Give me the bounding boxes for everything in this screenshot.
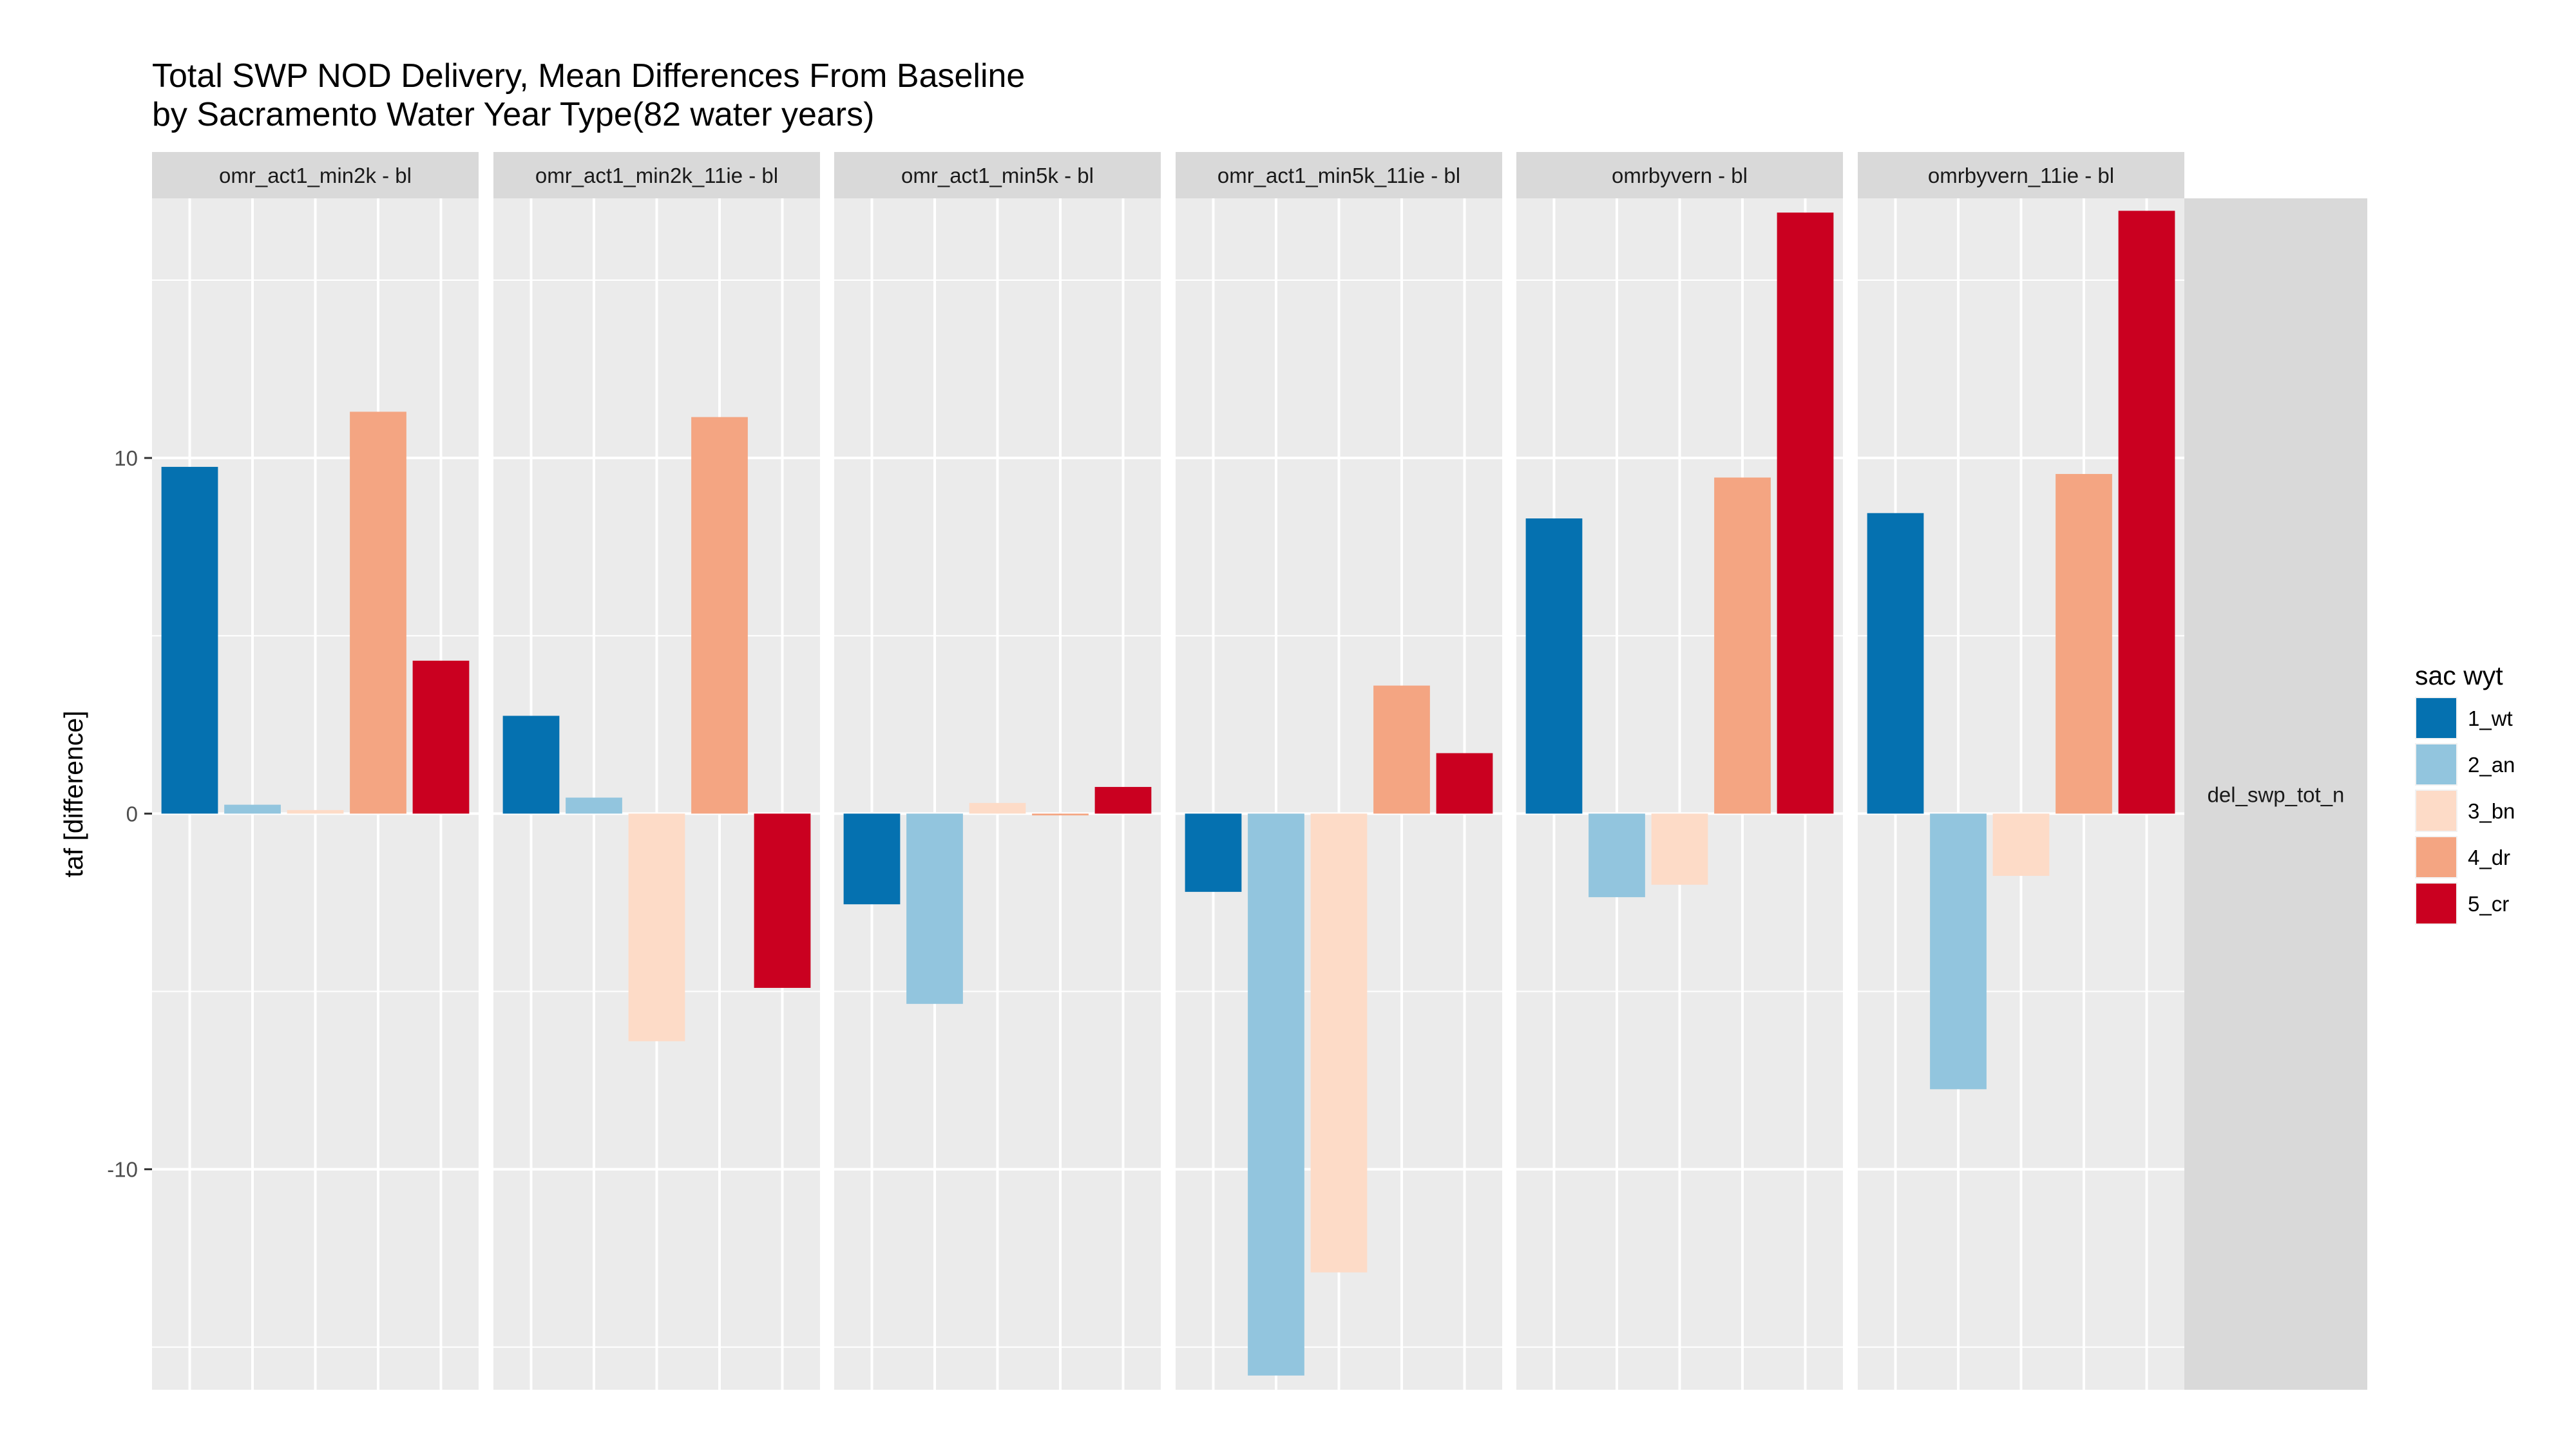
bar-2-1_wt <box>502 715 560 814</box>
facet-strip-label: omr_act1_min2k - bl <box>219 164 412 187</box>
legend-key-3_bn <box>2416 791 2456 831</box>
bar-3-2_an <box>906 813 963 1004</box>
bar-4-2_an <box>1248 813 1304 1376</box>
legend-label: 5_cr <box>2468 892 2509 916</box>
bar-3-3_bn <box>969 802 1026 814</box>
bar-2-3_bn <box>628 813 685 1041</box>
facet-strip-5 <box>1516 152 1843 198</box>
facet-strip-3 <box>834 152 1161 198</box>
bar-6-5_cr <box>2118 211 2175 814</box>
legend-label: 2_an <box>2468 753 2515 777</box>
legend-key-5_cr <box>2416 884 2456 923</box>
bar-4-4_dr <box>1373 685 1430 814</box>
facet-strip-label: omr_act1_min5k - bl <box>901 164 1094 187</box>
bar-3-1_wt <box>843 813 901 905</box>
y-tick-label: -10 <box>107 1158 138 1182</box>
facet-strip-4 <box>1176 152 1502 198</box>
bar-2-5_cr <box>754 813 811 988</box>
legend-title: sac wyt <box>2415 661 2503 690</box>
legend-key-4_dr <box>2416 837 2456 877</box>
bar-1-1_wt <box>161 466 218 814</box>
bar-1-3_bn <box>287 810 344 814</box>
chart-subtitle: by Sacramento Water Year Type(82 water y… <box>152 96 875 133</box>
bar-6-2_an <box>1930 813 1987 1090</box>
legend-key-1_wt <box>2416 698 2456 738</box>
bar-5-5_cr <box>1777 213 1834 814</box>
bar-4-1_wt <box>1185 813 1242 892</box>
facet-strip-label: omrbyvern - bl <box>1612 164 1748 187</box>
bar-4-3_bn <box>1310 813 1368 1273</box>
y-tick-label: 0 <box>126 802 138 826</box>
bar-4-5_cr <box>1436 753 1493 814</box>
facet-strip-label: omr_act1_min5k_11ie - bl <box>1217 164 1460 187</box>
bar-5-2_an <box>1589 813 1645 898</box>
bar-3-5_cr <box>1094 786 1152 814</box>
bar-2-4_dr <box>691 417 748 814</box>
facet-strip-label: omrbyvern_11ie - bl <box>1928 164 2114 187</box>
facet-strip-2 <box>493 152 820 198</box>
legend-label: 4_dr <box>2468 846 2510 869</box>
legend-label: 1_wt <box>2468 706 2513 730</box>
bar-5-1_wt <box>1525 518 1583 814</box>
bar-3-4_dr <box>1032 813 1089 816</box>
legend-key-2_an <box>2416 744 2456 784</box>
bar-5-3_bn <box>1651 813 1708 885</box>
bar-6-3_bn <box>1992 813 2050 876</box>
chart-title: Total SWP NOD Delivery, Mean Differences… <box>152 57 1026 95</box>
row-strip <box>2184 198 2367 1390</box>
row-strip-label: del_swp_tot_n <box>2208 782 2345 806</box>
bar-6-1_wt <box>1867 513 1924 814</box>
y-axis-title: taf [difference] <box>59 710 88 877</box>
facet-strip-6 <box>1858 152 2184 198</box>
bar-1-4_dr <box>350 412 406 814</box>
bar-1-5_cr <box>412 660 470 814</box>
y-tick-label: 10 <box>114 446 138 470</box>
bar-1-2_an <box>224 804 281 814</box>
bar-2-2_an <box>566 797 622 814</box>
facet-strip-1 <box>152 152 479 198</box>
legend-label: 3_bn <box>2468 799 2515 823</box>
facet-strip-label: omr_act1_min2k_11ie - bl <box>535 164 778 187</box>
bar-6-4_dr <box>2056 473 2112 814</box>
bar-5-4_dr <box>1714 477 1771 814</box>
